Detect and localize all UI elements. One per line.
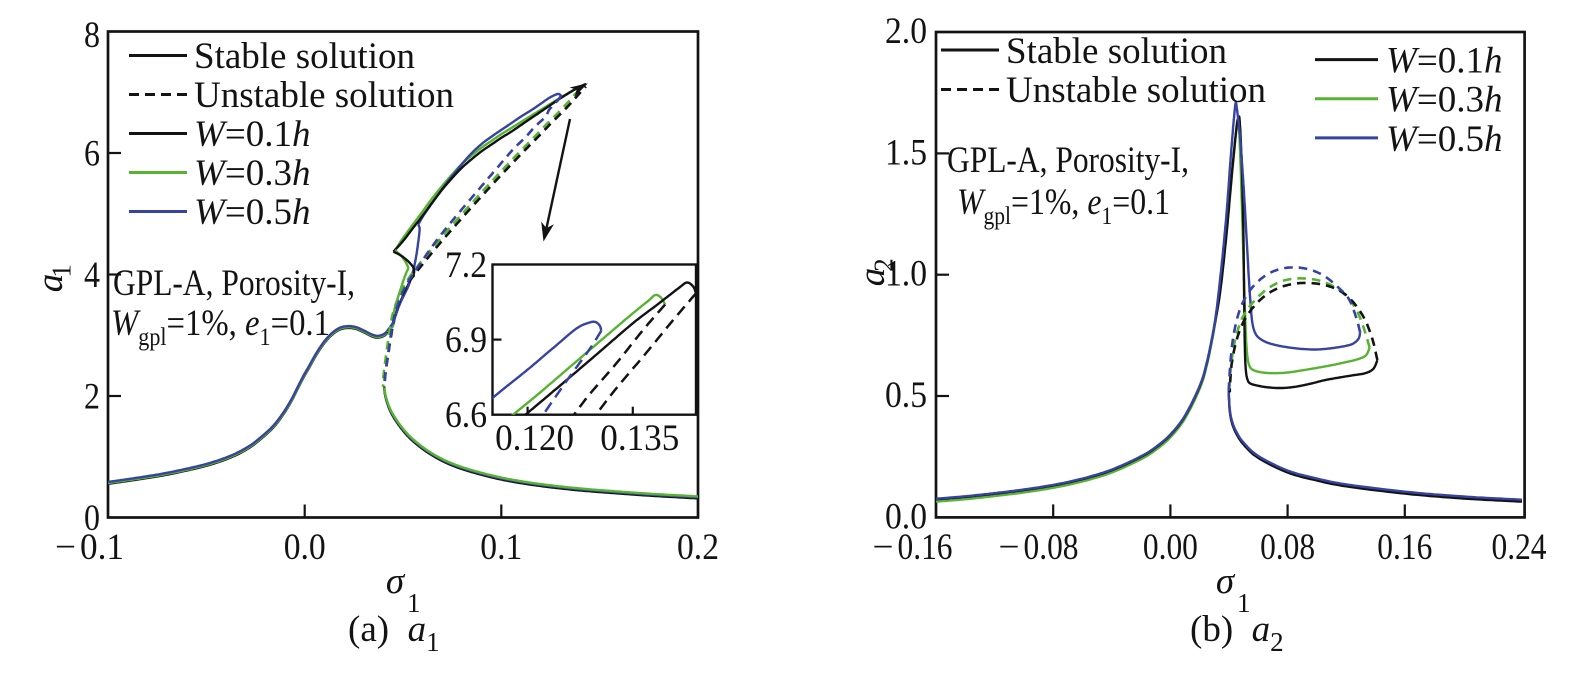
svg-text:σ: σ: [386, 561, 406, 602]
svg-text:0.1: 0.1: [480, 527, 522, 568]
svg-text:GPL-A, Porosity-I,: GPL-A, Porosity-I,: [947, 140, 1189, 181]
svg-text:σ: σ: [1216, 561, 1236, 602]
svg-text:0.24: 0.24: [1492, 527, 1547, 568]
svg-text:Unstable solution: Unstable solution: [194, 75, 454, 116]
svg-text:2.0: 2.0: [885, 11, 927, 52]
svg-text:Unstable solution: Unstable solution: [1006, 70, 1266, 111]
svg-text:Stable solution: Stable solution: [1006, 31, 1227, 72]
svg-text:0.135: 0.135: [600, 418, 679, 459]
svg-text:0.08: 0.08: [1260, 527, 1315, 568]
svg-text:−: −: [55, 527, 76, 568]
svg-text:6.6: 6.6: [445, 395, 487, 436]
svg-text:W=0.1h: W=0.1h: [194, 114, 310, 155]
svg-text:Wgpl=1%, e1=0.1: Wgpl=1%, e1=0.1: [111, 303, 330, 351]
svg-text:0.16: 0.16: [1377, 527, 1432, 568]
svg-text:W=0.5h: W=0.5h: [1386, 119, 1502, 160]
svg-text:0.08: 0.08: [1024, 527, 1079, 568]
svg-text:0.0: 0.0: [284, 527, 326, 568]
svg-text:GPL-A, Porosity-I,: GPL-A, Porosity-I,: [113, 263, 355, 304]
svg-text:2: 2: [869, 258, 899, 272]
svg-text:0.1: 0.1: [80, 527, 124, 568]
svg-text:0.5: 0.5: [885, 375, 927, 416]
svg-text:(a) a1: (a) a1: [348, 609, 440, 657]
svg-text:1: 1: [407, 588, 421, 618]
svg-text:6.9: 6.9: [445, 320, 487, 361]
svg-text:1: 1: [1237, 588, 1251, 618]
svg-text:7.2: 7.2: [445, 245, 487, 286]
svg-text:W=0.3h: W=0.3h: [194, 153, 310, 194]
svg-text:8: 8: [84, 15, 100, 56]
svg-text:0.0: 0.0: [885, 496, 927, 537]
svg-text:0.16: 0.16: [898, 527, 953, 568]
svg-text:2: 2: [84, 377, 100, 418]
svg-text:0: 0: [84, 498, 100, 539]
svg-text:1.5: 1.5: [885, 132, 927, 173]
svg-text:a: a: [852, 268, 893, 287]
svg-text:0.00: 0.00: [1143, 527, 1198, 568]
svg-text:a: a: [30, 274, 71, 293]
svg-text:6: 6: [84, 134, 100, 175]
svg-text:1.0: 1.0: [885, 254, 927, 295]
svg-text:(b) a2: (b) a2: [1190, 609, 1284, 657]
svg-text:−: −: [999, 527, 1020, 568]
svg-text:4: 4: [84, 255, 100, 296]
svg-text:0.2: 0.2: [677, 527, 719, 568]
svg-text:1: 1: [47, 264, 77, 278]
svg-text:Stable solution: Stable solution: [194, 36, 415, 77]
svg-text:W=0.5h: W=0.5h: [194, 192, 310, 233]
svg-text:−: −: [873, 527, 894, 568]
svg-text:W=0.1h: W=0.1h: [1386, 41, 1502, 82]
svg-text:Wgpl=1%, e1=0.1: Wgpl=1%, e1=0.1: [957, 182, 1170, 230]
svg-text:0.120: 0.120: [495, 418, 574, 459]
svg-text:W=0.3h: W=0.3h: [1386, 80, 1502, 121]
